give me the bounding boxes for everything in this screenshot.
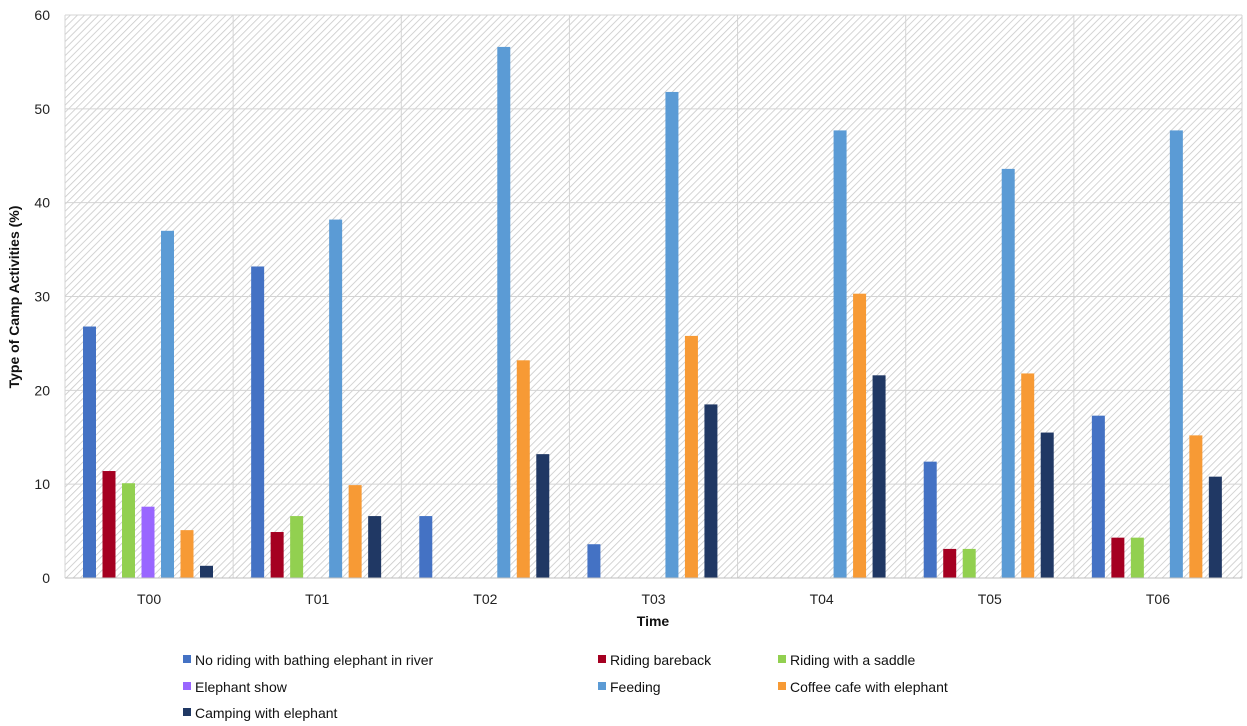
bar — [290, 516, 304, 578]
bar — [141, 506, 155, 578]
bar — [497, 46, 511, 579]
y-tick-label: 60 — [34, 7, 50, 23]
bar — [587, 544, 601, 578]
bar — [1169, 130, 1183, 579]
bar — [923, 461, 937, 578]
y-tick-label: 20 — [34, 382, 50, 398]
bar — [704, 404, 718, 578]
legend-swatch — [598, 655, 606, 663]
x-tick-label: T06 — [1146, 591, 1170, 607]
bar — [1040, 432, 1054, 578]
y-tick-label: 40 — [34, 195, 50, 211]
x-tick-label: T05 — [978, 591, 1002, 607]
bar — [348, 485, 362, 578]
legend-swatch — [778, 655, 786, 663]
bar — [83, 326, 96, 578]
legend-label: Coffee cafe with elephant — [790, 679, 948, 695]
x-tick-label: T01 — [305, 591, 329, 607]
legend-swatch — [183, 708, 191, 716]
legend-label: Feeding — [610, 679, 661, 695]
bar — [1111, 537, 1125, 578]
legend-swatch — [183, 655, 191, 663]
bar — [368, 516, 382, 578]
bar — [516, 360, 530, 578]
x-tick-label: T04 — [810, 591, 834, 607]
bar — [122, 483, 135, 578]
x-tick-label: T03 — [641, 591, 665, 607]
x-tick-label: T00 — [137, 591, 161, 607]
legend-label: No riding with bathing elephant in river — [195, 652, 433, 668]
y-axis-ticks: 0 10 20 30 40 50 60 — [34, 7, 50, 586]
bar — [943, 548, 957, 578]
bar — [329, 219, 343, 578]
bar — [665, 91, 679, 579]
y-tick-label: 10 — [34, 476, 50, 492]
legend-label: Riding bareback — [610, 652, 712, 668]
legend-swatch — [598, 682, 606, 690]
bar — [102, 471, 116, 578]
y-tick-label: 0 — [42, 570, 50, 586]
bar — [180, 530, 194, 578]
y-tick-label: 30 — [34, 289, 50, 305]
bar — [200, 565, 213, 578]
bar — [1130, 537, 1144, 578]
x-axis-title: Time — [637, 613, 670, 629]
legend-label: Camping with elephant — [195, 705, 338, 721]
bar — [536, 454, 550, 578]
legend: No riding with bathing elephant in river… — [183, 652, 948, 721]
legend-label: Elephant show — [195, 679, 288, 695]
legend-label: Riding with a saddle — [790, 652, 916, 668]
y-axis-title: Type of Camp Activities (%) — [6, 206, 22, 389]
bar — [962, 548, 976, 578]
bar — [684, 335, 698, 578]
x-tick-label: T02 — [473, 591, 497, 607]
bar — [270, 532, 284, 578]
y-tick-label: 50 — [34, 101, 50, 117]
x-axis-ticks: T00 T01 T02 T03 T04 T05 T06 — [137, 591, 1170, 607]
bar — [833, 130, 847, 579]
bar — [853, 293, 867, 578]
bar — [1091, 415, 1105, 578]
legend-swatch — [778, 682, 786, 690]
bar — [161, 230, 174, 579]
bar — [1001, 168, 1015, 579]
bar — [1208, 476, 1222, 578]
bar — [1021, 373, 1035, 578]
bar — [872, 375, 886, 578]
bars — [83, 46, 1222, 579]
bar — [251, 266, 265, 578]
bar — [1189, 435, 1203, 578]
legend-swatch — [183, 682, 191, 690]
bar — [419, 516, 433, 578]
